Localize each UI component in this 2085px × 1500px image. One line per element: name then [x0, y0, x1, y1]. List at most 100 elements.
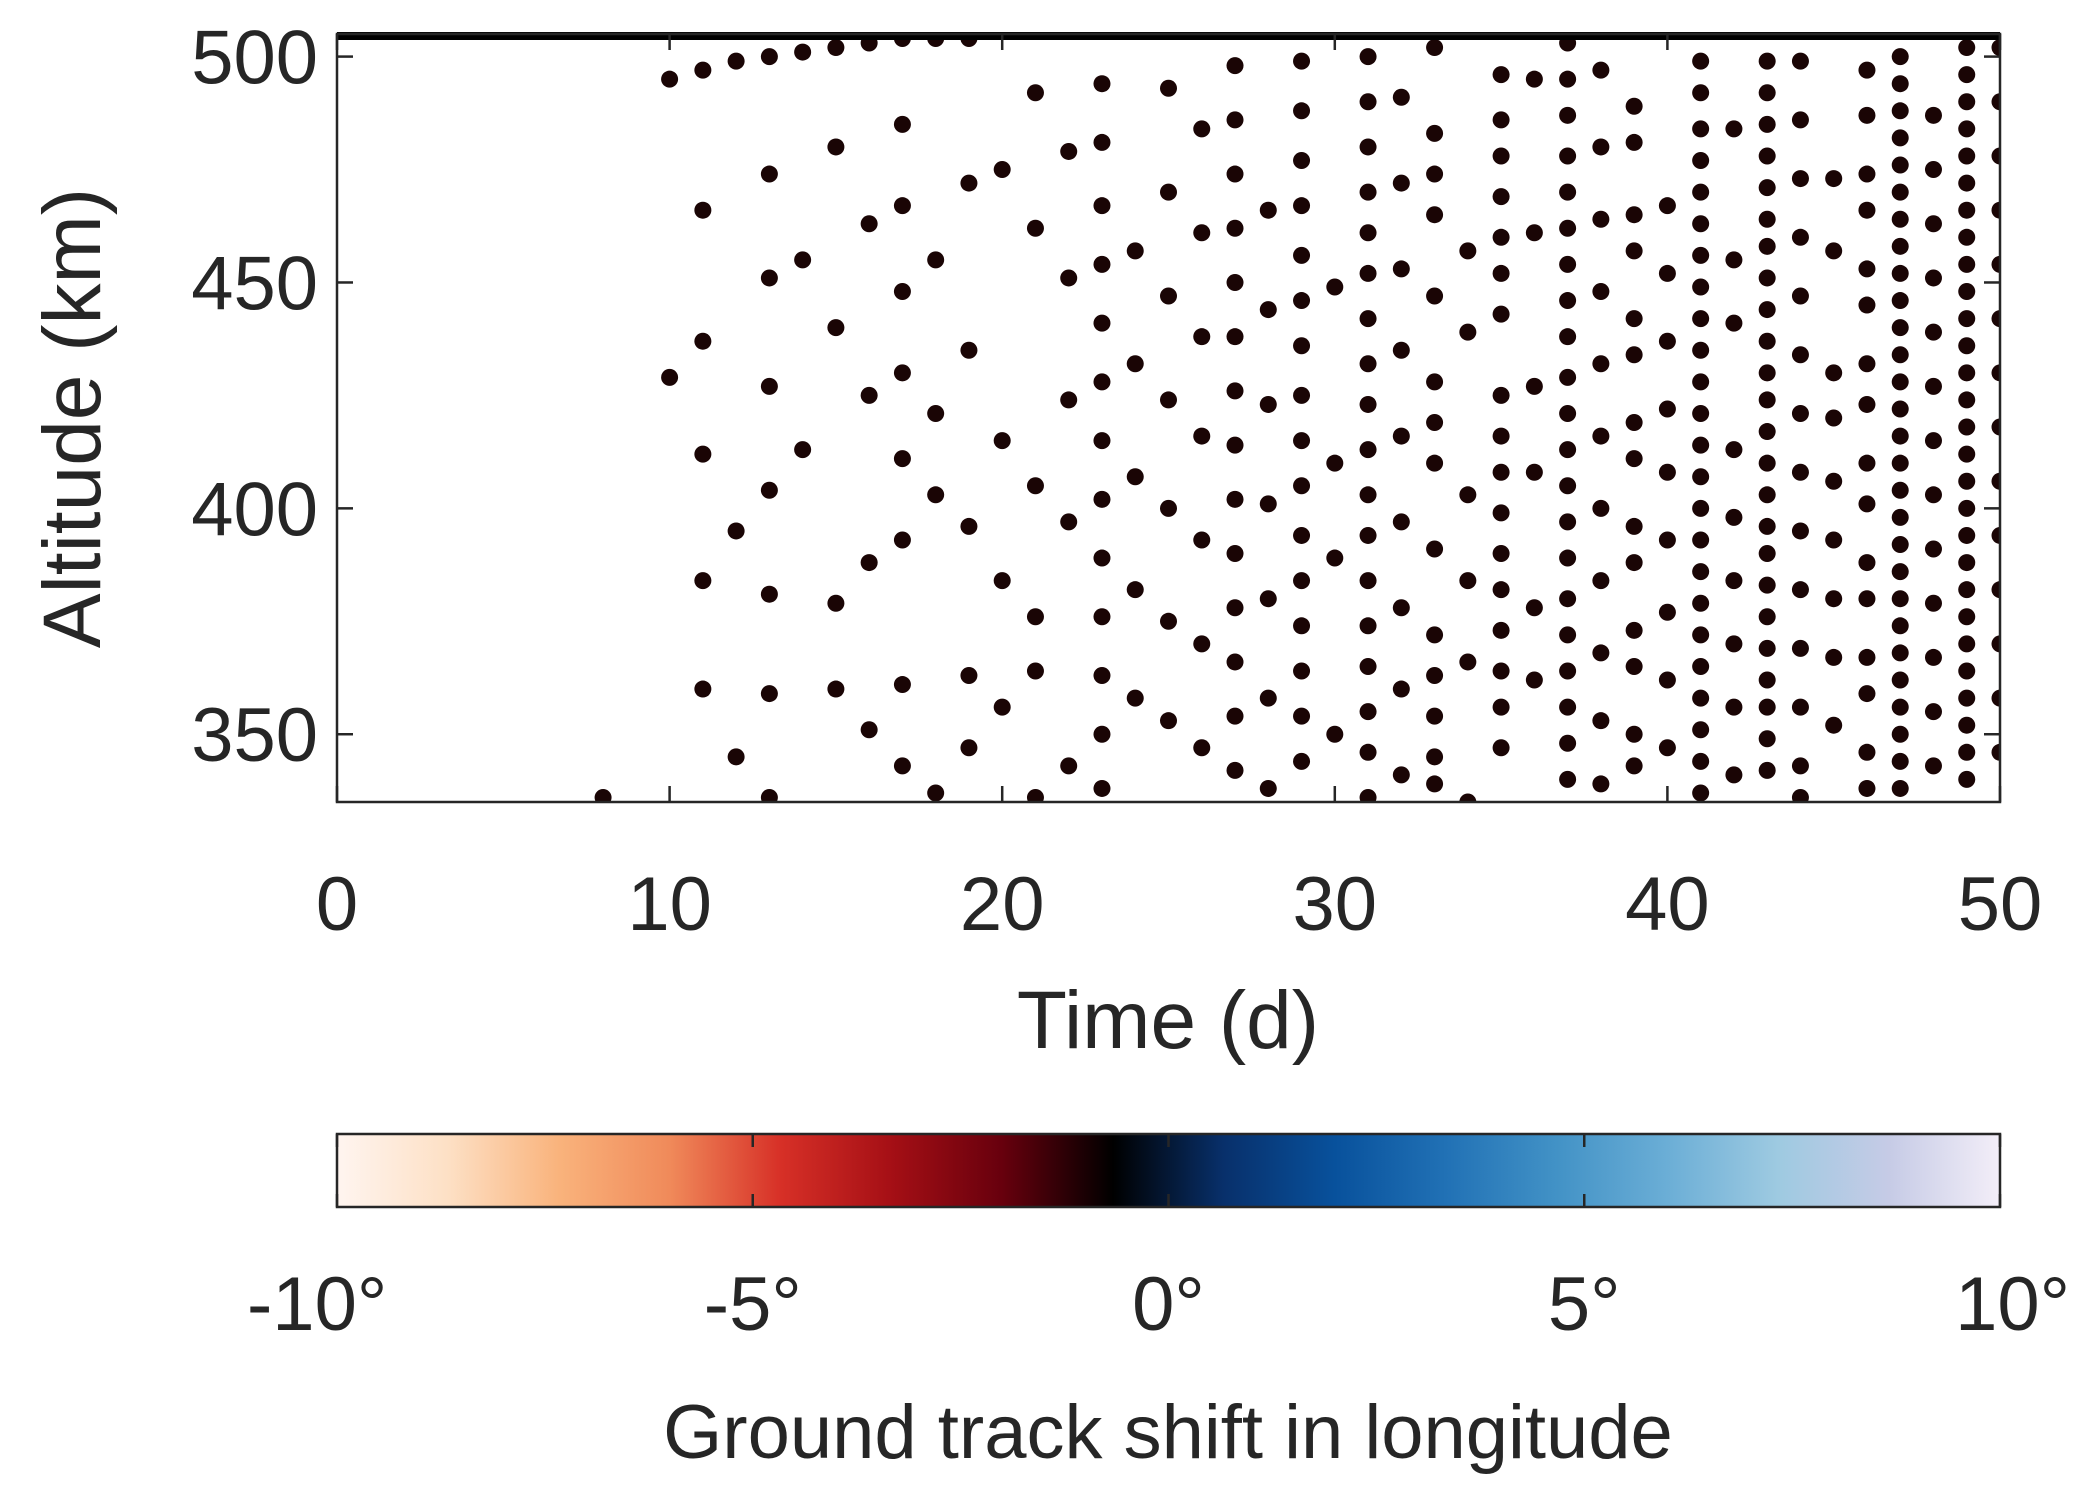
data-point [1858, 590, 1876, 608]
data-point [760, 685, 778, 703]
data-point [1858, 454, 1876, 472]
data-point [1625, 346, 1643, 364]
data-point [1026, 662, 1044, 680]
data-point [1825, 170, 1843, 188]
data-point [1858, 201, 1876, 219]
data-point [1559, 590, 1577, 608]
data-point [1392, 680, 1410, 698]
data-point [1559, 219, 1577, 237]
data-point [1359, 48, 1377, 66]
data-point [760, 481, 778, 499]
data-point [760, 788, 778, 802]
data-point [1758, 545, 1776, 563]
data-point [1924, 377, 1942, 395]
data-point [661, 368, 679, 386]
data-point [1226, 328, 1244, 346]
data-point [1958, 66, 1976, 84]
data-point [1592, 283, 1610, 301]
data-point [927, 486, 945, 504]
data-point [1758, 237, 1776, 255]
data-point [1958, 255, 1976, 273]
data-point [1858, 743, 1876, 761]
data-point [1858, 106, 1876, 124]
data-point [1559, 404, 1577, 422]
data-point [1958, 228, 1976, 246]
data-point [1858, 260, 1876, 278]
data-point [1891, 319, 1909, 337]
data-point [1725, 251, 1743, 269]
data-point [1958, 201, 1976, 219]
data-point [1492, 264, 1510, 282]
data-point [1891, 75, 1909, 93]
data-point [1658, 603, 1676, 621]
data-point [1226, 382, 1244, 400]
data-point [1825, 648, 1843, 666]
data-point [1459, 486, 1477, 504]
data-point [827, 138, 845, 156]
data-point [1891, 671, 1909, 689]
data-point [1758, 84, 1776, 102]
x-axis-title: Time (d) [1017, 975, 1319, 1066]
data-point [827, 319, 845, 337]
data-point [1559, 626, 1577, 644]
data-point [1958, 770, 1976, 788]
data-point [1359, 264, 1377, 282]
data-point [1658, 332, 1676, 350]
data-point [1359, 183, 1377, 201]
data-point [1293, 151, 1311, 169]
data-point [1392, 341, 1410, 359]
data-point [1559, 513, 1577, 531]
data-point [1958, 39, 1976, 57]
data-point [1426, 373, 1444, 391]
data-point [1692, 310, 1710, 328]
data-point [1492, 228, 1510, 246]
data-point [694, 680, 712, 698]
data-point [1592, 61, 1610, 79]
data-point [1293, 477, 1311, 495]
data-point [1392, 174, 1410, 192]
data-point [1492, 305, 1510, 323]
data-point [1858, 395, 1876, 413]
data-point [594, 788, 612, 802]
data-point [694, 332, 712, 350]
data-point [827, 594, 845, 612]
data-point [1625, 414, 1643, 432]
data-point [1725, 508, 1743, 526]
data-point [1692, 594, 1710, 612]
data-point [1725, 120, 1743, 138]
data-point [1093, 255, 1111, 273]
data-point [1093, 314, 1111, 332]
data-point [1758, 301, 1776, 319]
data-point [1359, 657, 1377, 675]
data-point [1592, 572, 1610, 590]
data-point [1359, 743, 1377, 761]
data-point [1991, 526, 2000, 544]
data-point [1891, 698, 1909, 716]
data-point [794, 441, 812, 459]
data-point [1359, 93, 1377, 111]
data-point [1758, 454, 1776, 472]
data-point [1891, 563, 1909, 581]
data-point [1791, 788, 1809, 802]
plot-area: 0 10 20 30 40 50 350 400 450 500 Time (d) Altitu… [27, 16, 2042, 1066]
data-point [1758, 147, 1776, 165]
data-point [1825, 472, 1843, 490]
data-point [1392, 260, 1410, 278]
data-point [1658, 671, 1676, 689]
data-point [1658, 197, 1676, 215]
data-point [1958, 581, 1976, 599]
data-point [1692, 215, 1710, 233]
data-point [1259, 590, 1277, 608]
data-point [1226, 219, 1244, 237]
data-point [1193, 635, 1211, 653]
data-point [1891, 481, 1909, 499]
data-point [1026, 788, 1044, 802]
data-point [1958, 499, 1976, 517]
data-point [1692, 120, 1710, 138]
data-point [1891, 156, 1909, 174]
data-point [760, 48, 778, 66]
data-point [1293, 572, 1311, 590]
data-point [1692, 657, 1710, 675]
data-point [1160, 79, 1177, 97]
